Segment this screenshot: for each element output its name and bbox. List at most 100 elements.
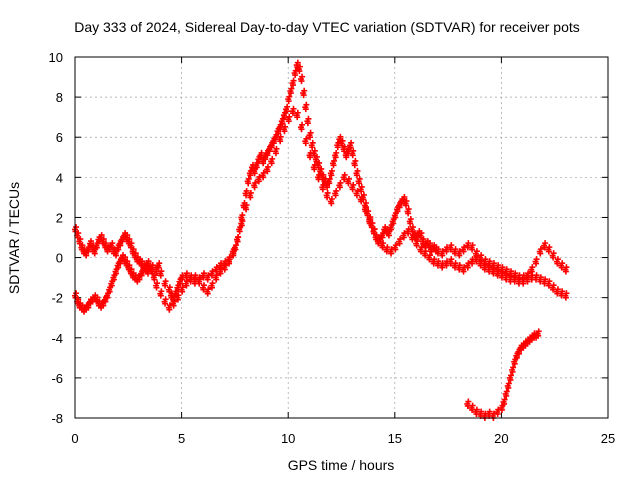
data-point [405, 210, 412, 217]
data-point [113, 252, 120, 259]
data-point [162, 300, 169, 307]
data-point [204, 276, 211, 283]
data-point [251, 184, 258, 191]
data-point [307, 134, 314, 141]
data-point [268, 144, 275, 151]
x-tick-label: 5 [178, 431, 185, 446]
y-tick-label: 6 [56, 130, 63, 145]
data-point [332, 192, 339, 199]
data-point [166, 306, 173, 313]
data-point [236, 228, 243, 235]
data-point [319, 186, 326, 193]
series-branch-low [72, 105, 570, 315]
data-point [151, 276, 158, 283]
data-point [179, 276, 186, 283]
data-point [353, 192, 360, 199]
series-branch-deep [464, 328, 542, 421]
data-point [104, 294, 111, 301]
data-point [469, 246, 476, 253]
data-point [196, 280, 203, 287]
data-point [115, 246, 122, 253]
data-point [332, 154, 339, 161]
data-point [285, 118, 292, 125]
data-point [439, 264, 446, 271]
data-point [507, 376, 514, 383]
data-point [362, 208, 369, 215]
data-point [394, 208, 401, 215]
y-tick-label: 0 [56, 251, 63, 266]
data-point [298, 78, 305, 85]
data-point [226, 260, 233, 267]
data-point [509, 368, 516, 375]
x-tick-label: 15 [388, 431, 402, 446]
data-point [511, 360, 518, 367]
data-point [230, 250, 237, 257]
data-point [307, 154, 314, 161]
data-point [494, 410, 501, 417]
data-point [177, 280, 184, 287]
data-point [204, 290, 211, 297]
y-tick-label: -6 [51, 371, 63, 386]
y-tick-label: -2 [51, 291, 63, 306]
data-point [102, 298, 109, 305]
x-axis-label: GPS time / hours [288, 457, 395, 473]
data-point [253, 164, 260, 171]
data-point [302, 140, 309, 147]
data-points [72, 59, 570, 421]
data-point [409, 236, 416, 243]
data-point [347, 144, 354, 151]
data-point [264, 152, 271, 159]
data-point [93, 244, 100, 251]
data-point [221, 266, 228, 273]
data-point [503, 392, 510, 399]
data-point [83, 252, 90, 259]
x-tick-label: 10 [281, 431, 295, 446]
data-point [443, 262, 450, 269]
data-point [392, 246, 399, 253]
data-point [243, 206, 250, 213]
data-point [208, 284, 215, 291]
data-point [275, 130, 282, 137]
data-point [413, 242, 420, 249]
data-point [537, 250, 544, 257]
data-point [296, 68, 303, 75]
data-point [349, 186, 356, 193]
data-point [260, 174, 267, 181]
data-point [153, 284, 160, 291]
data-point [343, 154, 350, 161]
data-point [330, 162, 337, 169]
data-point [385, 232, 392, 239]
data-point [315, 176, 322, 183]
data-point [334, 144, 341, 151]
data-point [562, 294, 569, 301]
data-point [292, 72, 299, 79]
data-point [108, 282, 115, 289]
data-point [443, 248, 450, 255]
data-point [304, 120, 311, 127]
chart-title: Day 333 of 2024, Sidereal Day-to-day VTE… [74, 19, 580, 35]
data-point [505, 384, 512, 391]
data-point [464, 264, 471, 271]
data-point [545, 248, 552, 255]
data-point [260, 160, 267, 167]
data-point [324, 194, 331, 201]
y-axis-label: SDTVAR / TECUs [6, 182, 22, 294]
plot-frame [74, 56, 609, 419]
y-tick-label: 10 [49, 50, 63, 65]
y-tick-label: 8 [56, 90, 63, 105]
data-point [162, 282, 169, 289]
data-point [270, 140, 277, 147]
data-point [336, 184, 343, 191]
data-point [85, 248, 92, 255]
data-point [264, 168, 271, 175]
data-point [91, 250, 98, 257]
data-point [371, 230, 378, 237]
data-point [439, 252, 446, 259]
y-tick-label: -4 [51, 331, 63, 346]
data-point [213, 276, 220, 283]
x-tick-label: 25 [601, 431, 615, 446]
data-point [138, 272, 145, 279]
data-point [535, 332, 542, 339]
data-point [326, 180, 333, 187]
data-point [117, 260, 124, 267]
